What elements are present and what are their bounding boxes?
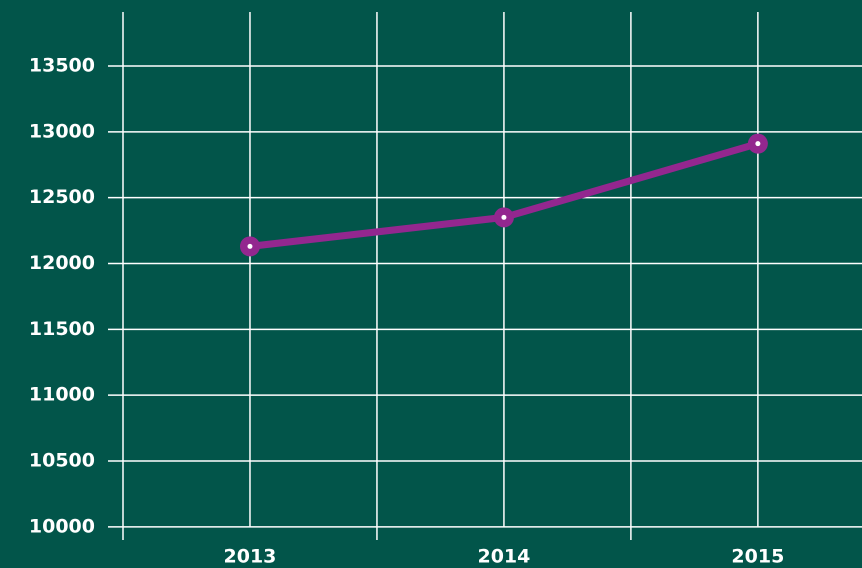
x-tick-label: 2014: [477, 546, 530, 568]
y-tick-label: 10000: [29, 515, 95, 537]
y-tick-label: 13500: [29, 54, 95, 76]
y-tick-label: 13000: [29, 120, 95, 142]
x-tick-label: 2015: [731, 546, 784, 568]
marker-dot: [501, 214, 507, 220]
y-tick-label: 12500: [29, 186, 95, 208]
x-tick-label: 2013: [224, 546, 277, 568]
y-tick-label: 11000: [29, 384, 95, 406]
marker-dot: [755, 141, 761, 147]
marker-dot: [247, 243, 253, 249]
y-tick-label: 10500: [29, 449, 95, 471]
y-tick-label: 11500: [29, 318, 95, 340]
y-tick-label: 12000: [29, 252, 95, 274]
